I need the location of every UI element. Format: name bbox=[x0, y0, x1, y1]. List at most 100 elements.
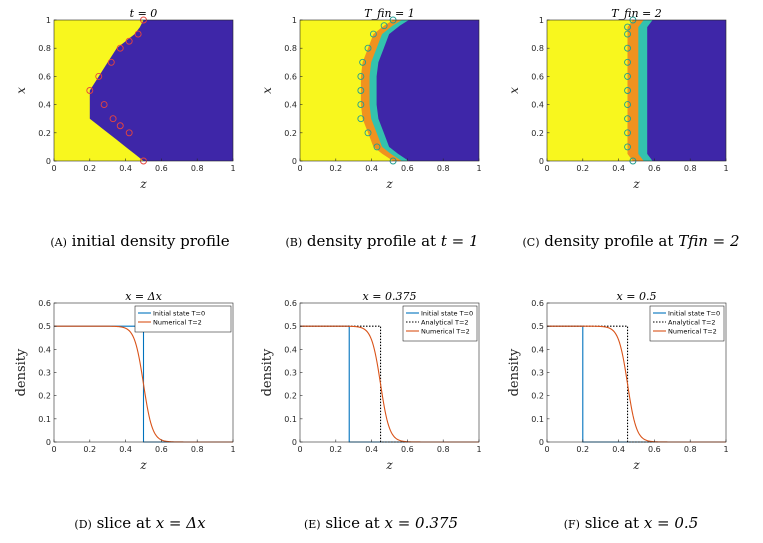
chart-title: T_fin = 1 bbox=[364, 7, 414, 20]
caption-f: (F) slice at x = 0.5 bbox=[531, 514, 731, 532]
legend-label: Initial state T=0 bbox=[421, 309, 473, 317]
y-tick-label: 0.2 bbox=[38, 392, 51, 401]
chart-panel-2: 0 0.2 0.4 0.6 0.8 1 0 0.2 0.4 0.6 0.8 1 z x T_fin = 2 bbox=[507, 7, 729, 191]
x-axis-label: z bbox=[139, 458, 147, 472]
legend-box bbox=[649, 305, 725, 342]
front-marker bbox=[95, 72, 103, 80]
front-marker bbox=[357, 101, 365, 109]
caption-e-math: x = 0.375 bbox=[384, 514, 458, 532]
x-tick-label: 1 bbox=[230, 164, 235, 173]
chart-panel-0: 0 0.2 0.4 0.6 0.8 1 0 0.2 0.4 0.6 0.8 1 z x t = 0 bbox=[14, 7, 236, 191]
caption-c-text: density profile at bbox=[544, 232, 674, 250]
caption-f-text: slice at bbox=[584, 514, 640, 532]
y-tick-label: 0.6 bbox=[531, 299, 544, 308]
y-axis-label: x bbox=[14, 87, 28, 94]
y-tick-label: 0.3 bbox=[284, 369, 297, 378]
legend-label: Numerical T=2 bbox=[668, 327, 717, 335]
x-tick-label: 0.6 bbox=[401, 164, 414, 173]
heatmap-yellow-region bbox=[54, 20, 144, 161]
legend-label: Numerical T=2 bbox=[153, 318, 202, 326]
x-tick-label: 0.6 bbox=[648, 445, 661, 454]
legend-label: Initial state T=0 bbox=[668, 309, 720, 317]
y-tick-label: 0.4 bbox=[531, 101, 544, 110]
y-tick-label: 0.6 bbox=[38, 299, 51, 308]
front-marker bbox=[364, 129, 372, 137]
front-marker bbox=[369, 30, 377, 38]
caption-c-label: (C) bbox=[522, 236, 540, 249]
x-tick-label: 0 bbox=[297, 164, 302, 173]
heatmap-field-2 bbox=[547, 20, 726, 161]
x-tick-label: 0.8 bbox=[684, 164, 697, 173]
heatmap-field-0 bbox=[54, 20, 233, 161]
front-marker bbox=[134, 30, 142, 38]
y-tick-label: 0.2 bbox=[284, 129, 297, 138]
caption-b: (B) density profile at t = 1 bbox=[262, 232, 502, 250]
y-tick-label: 0 bbox=[46, 438, 51, 447]
y-axis-label: density bbox=[14, 348, 29, 396]
x-tick-label: 0.2 bbox=[329, 445, 342, 454]
x-tick-label: 0 bbox=[51, 445, 56, 454]
chart-title: x = 0.375 bbox=[363, 290, 417, 303]
front-marker bbox=[624, 58, 631, 66]
y-tick-label: 0.3 bbox=[531, 369, 544, 378]
caption-a-label: (A) bbox=[50, 236, 67, 249]
y-tick-label: 0.4 bbox=[531, 345, 544, 354]
x-axis-label: z bbox=[139, 177, 147, 191]
caption-b-text: density profile at bbox=[306, 232, 437, 250]
y-tick-label: 0.8 bbox=[284, 44, 297, 53]
caption-d-label: (D) bbox=[74, 518, 92, 531]
y-tick-label: 0.4 bbox=[284, 345, 297, 354]
chart-panel-1: 0 0.2 0.4 0.6 0.8 1 0 0.2 0.4 0.6 0.8 1 z x T_fin = 1 bbox=[260, 7, 482, 191]
legend-label: Analytical T=2 bbox=[421, 318, 469, 326]
x-tick-label: 0.4 bbox=[119, 164, 132, 173]
caption-b-label: (B) bbox=[285, 236, 303, 249]
front-marker bbox=[357, 115, 365, 123]
chart-title: T_fin = 2 bbox=[611, 7, 661, 20]
y-tick-label: 0 bbox=[292, 157, 297, 166]
front-marker bbox=[364, 44, 372, 52]
front-marker bbox=[624, 101, 631, 109]
x-tick-label: 0.8 bbox=[684, 445, 697, 454]
x-tick-label: 0 bbox=[544, 445, 549, 454]
x-tick-label: 0.6 bbox=[648, 164, 661, 173]
x-tick-label: 0 bbox=[51, 164, 56, 173]
caption-c: (C) density profile at Tfin = 2 bbox=[505, 232, 757, 250]
y-tick-label: 0.6 bbox=[38, 72, 51, 81]
y-tick-label: 0.2 bbox=[284, 392, 297, 401]
y-axis-label: density bbox=[260, 348, 275, 396]
x-tick-label: 0.6 bbox=[401, 445, 414, 454]
x-tick-label: 0.8 bbox=[437, 445, 450, 454]
x-tick-label: 1 bbox=[723, 445, 728, 454]
caption-a: (A) initial density profile bbox=[20, 232, 260, 250]
x-tick-label: 0.4 bbox=[365, 445, 378, 454]
caption-c-math: Tfin = 2 bbox=[678, 232, 740, 250]
caption-d: (D) slice at x = Δx bbox=[40, 514, 240, 532]
y-tick-label: 0.2 bbox=[531, 129, 544, 138]
legend-label: Analytical T=2 bbox=[668, 318, 716, 326]
x-tick-label: 1 bbox=[476, 164, 481, 173]
legend-label: Initial state T=0 bbox=[153, 309, 205, 317]
caption-e-text: slice at bbox=[325, 514, 380, 532]
chart-title: t = 0 bbox=[130, 7, 158, 20]
x-tick-label: 0.2 bbox=[83, 445, 96, 454]
y-tick-label: 0.3 bbox=[38, 369, 51, 378]
front-marker bbox=[107, 58, 115, 66]
caption-f-math: x = 0.5 bbox=[643, 514, 699, 532]
heatmap-field-1 bbox=[300, 20, 479, 161]
x-tick-label: 0.6 bbox=[155, 445, 168, 454]
front-marker bbox=[357, 72, 365, 80]
front-marker bbox=[357, 87, 365, 94]
y-tick-label: 0.4 bbox=[38, 345, 51, 354]
front-marker bbox=[624, 143, 631, 151]
front-marker bbox=[125, 129, 133, 137]
x-tick-label: 0.8 bbox=[191, 445, 204, 454]
heatmap-yellow-region bbox=[300, 20, 394, 161]
x-tick-label: 0.2 bbox=[576, 445, 589, 454]
x-tick-label: 1 bbox=[723, 164, 728, 173]
front-marker bbox=[100, 101, 108, 109]
y-tick-label: 0.6 bbox=[284, 72, 297, 81]
legend-box bbox=[134, 305, 232, 333]
y-tick-label: 1 bbox=[292, 16, 297, 25]
x-tick-label: 0.4 bbox=[612, 164, 625, 173]
